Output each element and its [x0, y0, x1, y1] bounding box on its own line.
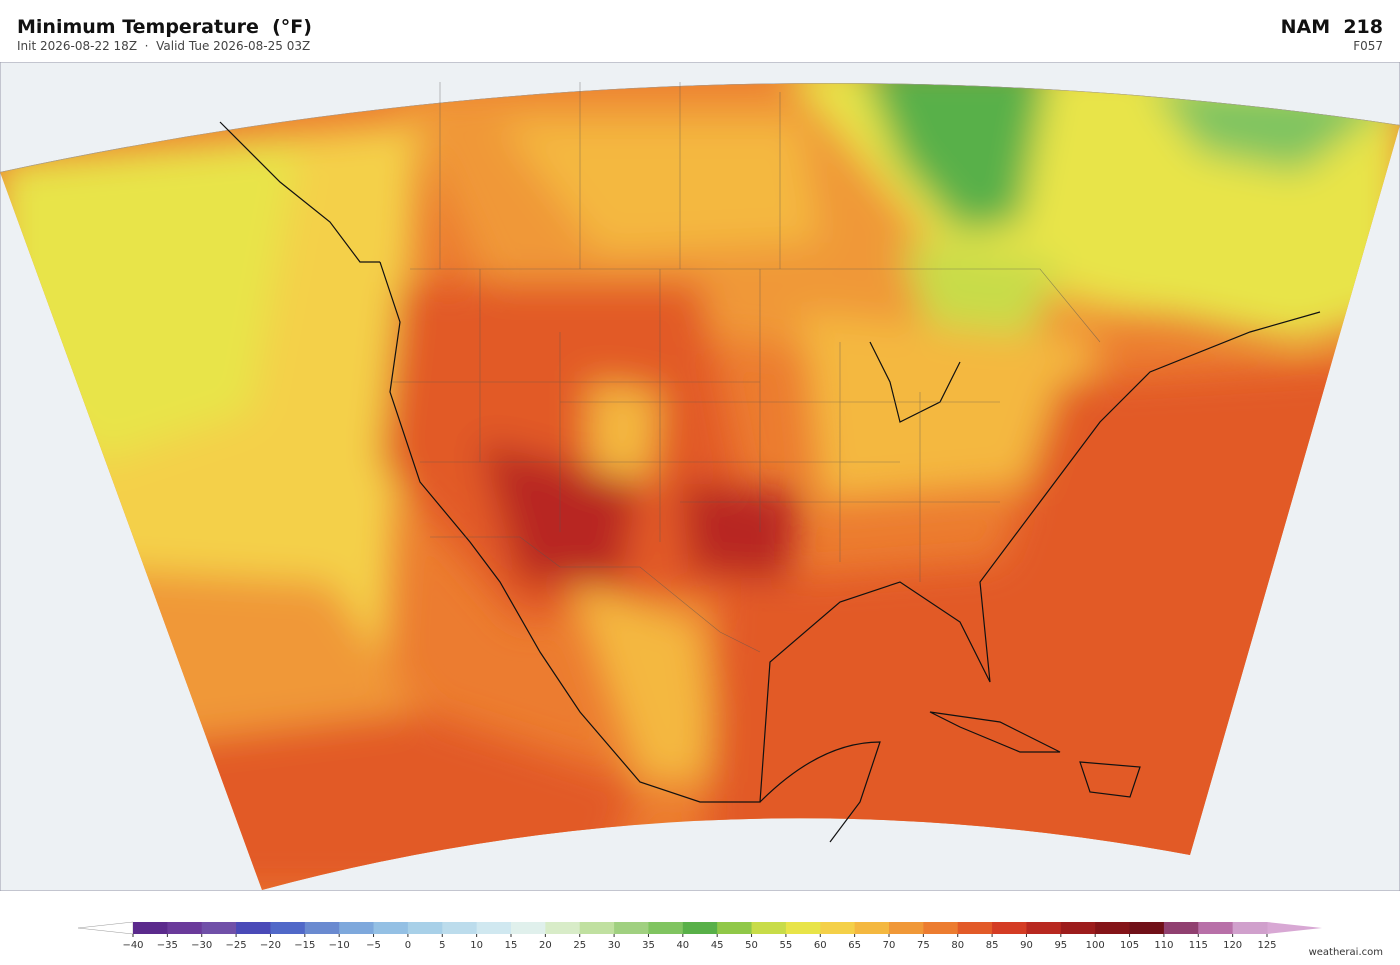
- colorbar-tick-label: −15: [294, 940, 315, 951]
- colorbar-bin: [201, 922, 237, 934]
- colorbar-tick-label: 90: [1020, 940, 1033, 951]
- colorbar-bin: [270, 922, 306, 934]
- colorbar-tick-label: 25: [573, 940, 586, 951]
- colorbar-tick-label: 100: [1086, 940, 1105, 951]
- colorbar: weatherai.com −40 −35 −30 −25 −20 −15 −10 −5 0 5 1…: [77, 921, 1383, 958]
- title: Minimum Temperature (°F): [17, 16, 312, 38]
- colorbar-tick-label: 40: [676, 940, 689, 951]
- colorbar-tick-label: 15: [505, 940, 518, 951]
- colorbar-over: [1267, 922, 1322, 934]
- colorbar-tick-label: 45: [711, 940, 724, 951]
- colorbar-bin: [373, 922, 409, 934]
- colorbar-bin: [304, 922, 340, 934]
- colorbar-bin: [339, 922, 375, 934]
- colorbar-bin: [820, 922, 856, 934]
- colorbar-tick-label: 80: [951, 940, 964, 951]
- colorbar-tick-label: 0: [405, 940, 411, 951]
- colorbar-bin: [442, 922, 478, 934]
- colorbar-tick-label: 120: [1223, 940, 1242, 951]
- header: Minimum Temperature (°F) Init 2026-08-22…: [0, 0, 1400, 62]
- colorbar-bin: [545, 922, 581, 934]
- colorbar-bin: [854, 922, 890, 934]
- colorbar-bin: [1060, 922, 1096, 934]
- colorbar-bin: [751, 922, 787, 934]
- colorbar-tick-label: 65: [848, 940, 861, 951]
- colorbar-bin: [717, 922, 753, 934]
- colorbar-bin: [957, 922, 993, 934]
- colorbar-tick-label: −35: [157, 940, 178, 951]
- colorbar-tick-label: 5: [439, 940, 445, 951]
- colorbar-tick-label: 85: [986, 940, 999, 951]
- forecast-hour: F057: [1353, 39, 1383, 53]
- colorbar-tick-label: 60: [814, 940, 827, 951]
- colorbar-tick-label: 115: [1189, 940, 1208, 951]
- colorbar-bin: [889, 922, 924, 934]
- colorbar-tick-label: 110: [1154, 940, 1173, 951]
- colorbar-bin: [682, 922, 718, 934]
- colorbar-tick-label: −10: [329, 940, 350, 951]
- colorbar-bin: [407, 922, 443, 934]
- colorbar-bin: [648, 922, 684, 934]
- colorbar-bin: [1232, 922, 1268, 934]
- colorbar-bin: [614, 922, 649, 934]
- model: NAM 218: [1280, 16, 1383, 38]
- colorbar-under: [77, 921, 134, 935]
- colorbar-tick-label: 95: [1054, 940, 1067, 951]
- colorbar-bin: [1026, 922, 1062, 934]
- colorbar-tick-label: −30: [191, 940, 212, 951]
- colorbar-bin: [992, 922, 1027, 934]
- colorbar-bin: [133, 922, 168, 934]
- colorbar-tick-label: −5: [366, 940, 381, 951]
- colorbar-bin: [923, 922, 959, 934]
- colorbar-bin: [1129, 922, 1165, 934]
- colorbar-bin: [579, 922, 615, 934]
- colorbar-tick-label: −40: [122, 940, 143, 951]
- credit: weatherai.com: [1309, 947, 1383, 958]
- borders: [390, 82, 1101, 653]
- colorbar-bin: [785, 922, 821, 934]
- colorbar-tick-label: 20: [539, 940, 552, 951]
- colorbar-tick-label: 70: [883, 940, 896, 951]
- colorbar-tick-label: 30: [608, 940, 621, 951]
- colorbar-bin: [511, 922, 546, 934]
- colorbar-tick-label: −20: [260, 940, 281, 951]
- colorbar-tick-label: 10: [470, 940, 483, 951]
- colorbar-bin: [236, 922, 271, 934]
- colorbar-tick-label: −25: [226, 940, 247, 951]
- colorbar-tick-label: 50: [745, 940, 758, 951]
- colorbar-bin: [1095, 922, 1131, 934]
- coastlines: [219, 121, 1321, 843]
- colorbar-tick-label: 55: [780, 940, 793, 951]
- subtitle: Init 2026-08-22 18Z · Valid Tue 2026-08-…: [17, 39, 311, 53]
- colorbar-tick-label: 35: [642, 940, 655, 951]
- colorbar-bin: [1163, 922, 1199, 934]
- colorbar-bin: [167, 922, 203, 934]
- map: [0, 62, 1400, 891]
- colorbar-bin: [476, 922, 512, 934]
- colorbar-tick-label: 125: [1257, 940, 1276, 951]
- colorbar-tick-label: 105: [1120, 940, 1139, 951]
- colorbar-tick-label: 75: [917, 940, 930, 951]
- colorbar-bin: [1198, 922, 1234, 934]
